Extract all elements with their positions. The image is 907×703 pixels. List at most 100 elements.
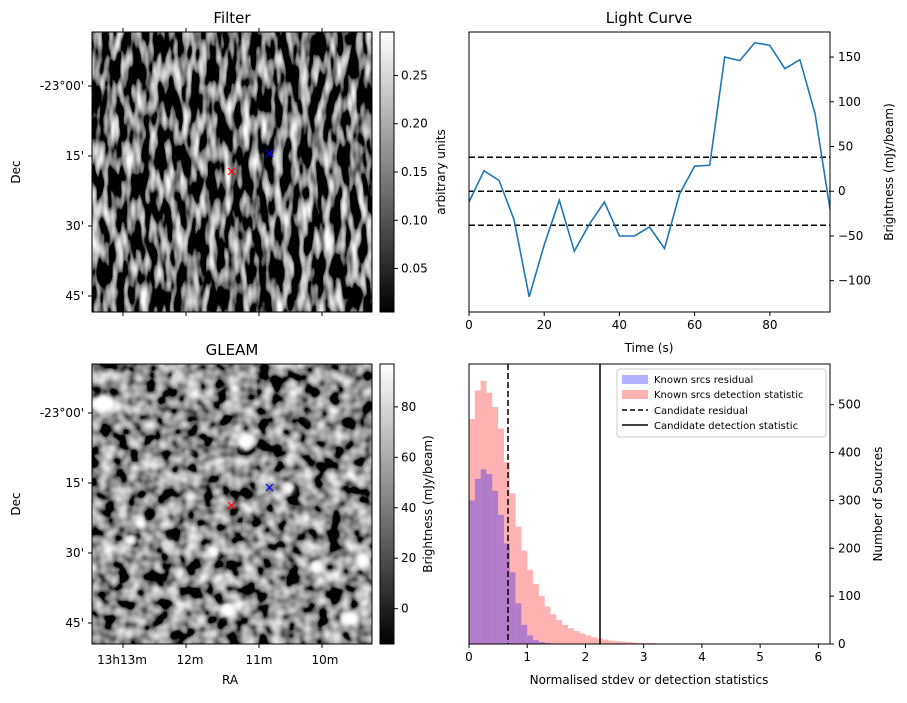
histogram-xticks: 0 1 2 3 4 5 6 (465, 644, 822, 664)
xtick-label: 2 (582, 650, 590, 664)
histogram-bar (498, 515, 504, 644)
xtick-label: 1 (523, 650, 531, 664)
histogram-bar (510, 572, 516, 644)
xtick-label: 0 (465, 650, 473, 664)
histogram-bar (516, 603, 522, 644)
histogram-ylabel: Number of Sources (871, 447, 885, 562)
lightcurve-title: Light Curve (606, 9, 692, 27)
gleam-colorbar-ticks: 0 20 40 60 80 (394, 400, 416, 616)
histogram-bar (533, 584, 539, 644)
xtick-label: 20 (537, 318, 552, 332)
ytick-label: 400 (838, 446, 861, 460)
histogram-panel: 0 1 2 3 4 5 6 0 100 200 300 400 500 Normalised stde… (465, 364, 885, 687)
ytick-label: 200 (838, 541, 861, 555)
histogram-bar (504, 543, 510, 644)
histogram-yticks: 0 100 200 300 400 500 (830, 398, 861, 651)
legend-swatch-residual (622, 375, 648, 384)
colorbar-tick-label: 20 (401, 551, 416, 565)
filter-ytick-1: 15' (65, 149, 84, 163)
histogram-bar (527, 570, 533, 644)
ytick-label: 150 (838, 50, 861, 64)
legend-label-residual: Known srcs residual (654, 375, 753, 386)
gleam-colorbar (380, 364, 394, 644)
colorbar-tick-label: 40 (401, 501, 416, 515)
ytick-label: −50 (838, 229, 863, 243)
filter-colorbar-ticks: 0.050.100.150.200.25 (394, 68, 428, 275)
filter-ytick-3: 45' (65, 289, 84, 303)
histogram-bar (527, 635, 533, 644)
lightcurve-series-line (469, 43, 830, 297)
gleam-ylabel: Dec (9, 492, 23, 515)
colorbar-tick-label: 80 (401, 400, 416, 414)
histogram-bar (492, 491, 498, 644)
filter-ytick-2: 30' (65, 219, 84, 233)
ytick-label: 100 (838, 95, 861, 109)
xtick-label: 40 (612, 318, 627, 332)
filter-ytick-0: -23°00' (40, 79, 84, 93)
filter-panel: Filter -23°00' 15' 30' 45' Dec 0.050.100… (9, 9, 448, 316)
xtick-label: 0 (465, 318, 473, 332)
filter-colorbar (380, 32, 394, 312)
histogram-xlabel: Normalised stdev or detection statistics (530, 673, 769, 687)
xtick-label: 3 (640, 650, 648, 664)
ytick-label: 500 (838, 398, 861, 412)
filter-title: Filter (213, 9, 251, 27)
colorbar-tick-label: 0.15 (401, 165, 428, 179)
histogram-bar (603, 640, 609, 644)
histogram-bar (580, 633, 586, 644)
legend-label-detection: Known srcs detection statistic (654, 390, 803, 401)
gleam-panel: GLEAM (9, 341, 435, 687)
lightcurve-ylabel: Brightness (mJy/beam) (882, 103, 896, 241)
ytick-label: 0 (838, 184, 846, 198)
histogram-bar (475, 479, 481, 644)
colorbar-tick-label: 0.25 (401, 68, 428, 82)
xtick-label: 4 (698, 650, 706, 664)
ytick-label: 50 (838, 140, 853, 154)
colorbar-tick-label: 0.05 (401, 262, 428, 276)
gleam-ytick-1: 15' (65, 476, 84, 490)
histogram-bar (609, 641, 615, 644)
colorbar-tick-label: 0.20 (401, 117, 428, 131)
gleam-ytick-0: -23°00' (40, 406, 84, 420)
xtick-label: 60 (687, 318, 702, 332)
gleam-xtick-2: 11m (246, 653, 273, 667)
colorbar-tick-label: 60 (401, 450, 416, 464)
histogram-bar (469, 500, 475, 644)
histogram-bar (568, 628, 574, 644)
gleam-xtick-3: 10m (312, 653, 339, 667)
gleam-colorbar-label: Brightness (mJy/beam) (421, 435, 435, 573)
gleam-title: GLEAM (206, 341, 259, 359)
histogram-bar (585, 635, 591, 644)
histogram-bar (562, 625, 568, 644)
legend-swatch-detection (622, 390, 648, 399)
xtick-label: 6 (815, 650, 823, 664)
gleam-image (91, 364, 372, 644)
gleam-ytick-2: 30' (65, 546, 84, 560)
histogram-bar (556, 620, 562, 644)
ytick-label: 300 (838, 493, 861, 507)
histogram-bar (551, 614, 557, 644)
gleam-xtick-0: 13h13m (97, 653, 147, 667)
gleam-xtick-1: 12m (177, 653, 204, 667)
ytick-label: −100 (838, 274, 871, 288)
legend-label-candidate-detection: Candidate detection statistic (654, 421, 798, 432)
histogram-bar (533, 640, 539, 644)
ytick-label: 0 (838, 637, 846, 651)
histogram-bar (591, 637, 597, 644)
colorbar-tick-label: 0 (401, 602, 409, 616)
histogram-bar (521, 625, 527, 644)
filter-ylabel: Dec (9, 160, 23, 183)
histogram-bar (545, 607, 551, 644)
lightcurve-yticks: −100 −50 0 50 100 150 (830, 50, 871, 288)
ytick-label: 100 (838, 589, 861, 603)
gleam-ytick-3: 45' (65, 616, 84, 630)
histogram-bar (481, 469, 487, 644)
xtick-label: 5 (756, 650, 764, 664)
histogram-bar (574, 631, 580, 644)
gleam-xlabel: RA (222, 673, 239, 687)
histogram-bar (486, 474, 492, 644)
legend-label-candidate-residual: Candidate residual (654, 406, 748, 417)
